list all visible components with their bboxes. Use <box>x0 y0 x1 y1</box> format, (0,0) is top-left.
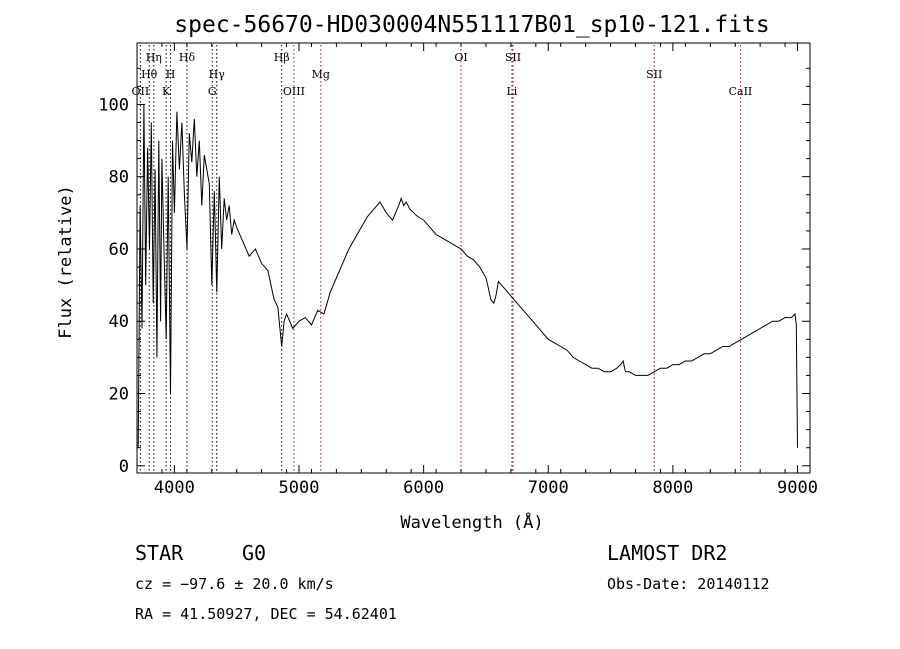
chart-title: spec-56670-HD030004N551117B01_sp10-121.f… <box>174 12 769 38</box>
y-tick-label: 20 <box>109 385 129 405</box>
spectral-line-label: Mg <box>312 68 330 81</box>
spectral-line-label: OII <box>132 85 150 98</box>
x-tick-label: 9000 <box>777 478 818 498</box>
x-axis-label: Wavelength (Å) <box>400 511 543 533</box>
spectral-line-label: Hγ <box>209 68 226 81</box>
redshift-info: cz = −97.6 ± 20.0 km/s <box>135 575 334 593</box>
object-class: STAR <box>135 541 184 565</box>
spectral-line-label: OI <box>454 51 467 64</box>
spectral-line-label: CaII <box>729 85 753 98</box>
plot-frame <box>136 42 811 474</box>
y-tick-label: 0 <box>119 457 129 477</box>
x-tick-label: 8000 <box>652 478 693 498</box>
y-tick-label: 80 <box>109 168 129 188</box>
spectral-line-label: Li <box>506 85 517 98</box>
spectral-line-label: Hη <box>146 51 162 64</box>
x-tick-label: 6000 <box>403 478 444 498</box>
y-axis-label: Flux (relative) <box>56 185 76 339</box>
x-axis-ticks: 4000 5000 6000 7000 8000 9000 <box>136 43 818 498</box>
spectral-line-label: Hβ <box>274 51 290 64</box>
spectral-line-label: K <box>162 85 171 98</box>
spectral-line-label: G <box>208 85 217 98</box>
spectral-line-label: SII <box>505 51 521 64</box>
x-tick-label: 7000 <box>528 478 569 498</box>
x-tick-label: 4000 <box>154 478 195 498</box>
sky-coordinates: RA = 41.50927, DEC = 54.62401 <box>135 605 397 623</box>
spectral-line-label: Hθ <box>141 68 158 81</box>
y-tick-label: 100 <box>98 95 129 115</box>
object-subclass: G0 <box>242 541 266 565</box>
spectral-line-label: OIII <box>283 85 305 98</box>
x-tick-label: 5000 <box>279 478 320 498</box>
observation-date: Obs-Date: 20140112 <box>607 575 770 593</box>
spectral-line-label: SII <box>646 68 662 81</box>
y-tick-label: 40 <box>109 312 129 332</box>
survey-name: LAMOST DR2 <box>607 541 727 565</box>
spectral-line-label: H <box>166 68 176 81</box>
spectrum-series-line <box>137 104 798 448</box>
spectral-line-label: Hδ <box>179 51 196 64</box>
y-axis-ticks: 0 20 40 60 80 100 <box>98 67 810 477</box>
y-tick-label: 60 <box>109 240 129 260</box>
